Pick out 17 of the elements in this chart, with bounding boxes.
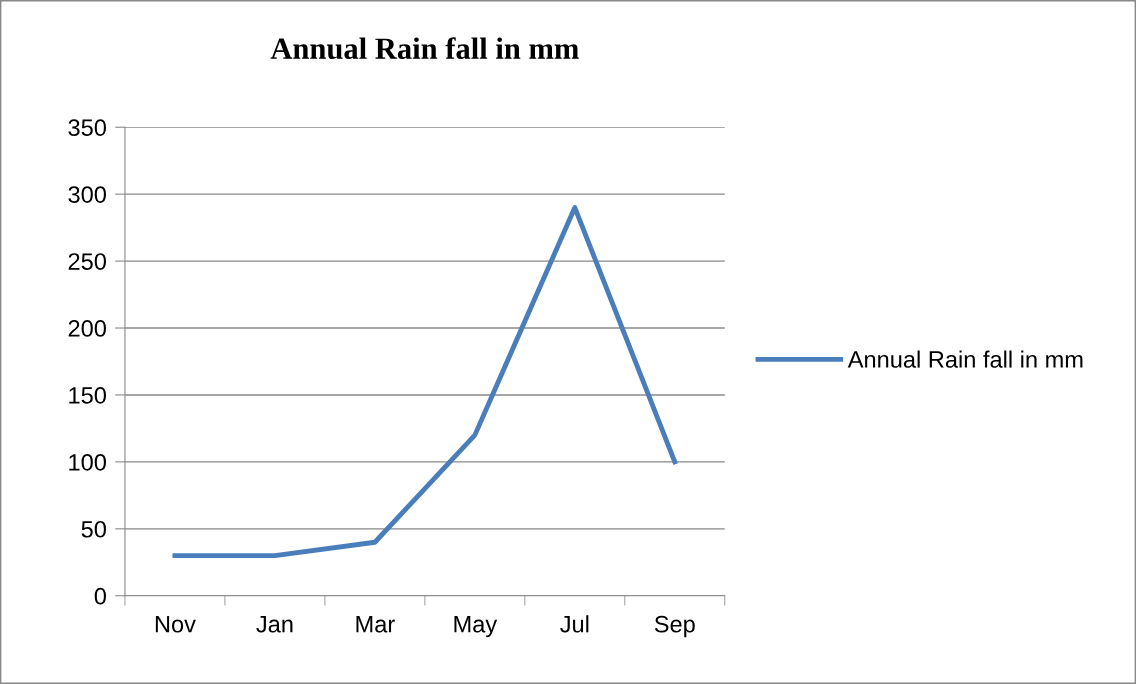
legend-label: Annual Rain fall in mm bbox=[847, 350, 1083, 368]
y-tick-label: 150 bbox=[69, 387, 106, 404]
chart-title: Annual Rain fall in mm bbox=[270, 37, 579, 60]
y-tick-label: 200 bbox=[68, 320, 106, 337]
x-tick-label: Jul bbox=[560, 615, 589, 633]
x-tick-label: Nov bbox=[155, 616, 196, 633]
x-tick-label: May bbox=[454, 616, 498, 638]
y-tick-label: 50 bbox=[81, 520, 106, 538]
y-tick-label: 350 bbox=[68, 119, 106, 137]
y-tick-label: 100 bbox=[69, 453, 106, 471]
y-tick-label: 250 bbox=[68, 253, 106, 270]
y-tick-label: 0 bbox=[94, 587, 106, 605]
x-tick-label: Sep bbox=[654, 615, 695, 638]
line-series bbox=[172, 205, 678, 559]
x-tick-label: Mar bbox=[356, 616, 395, 633]
x-tick-label: Jan bbox=[256, 616, 293, 633]
y-tick-label: 300 bbox=[68, 186, 106, 203]
